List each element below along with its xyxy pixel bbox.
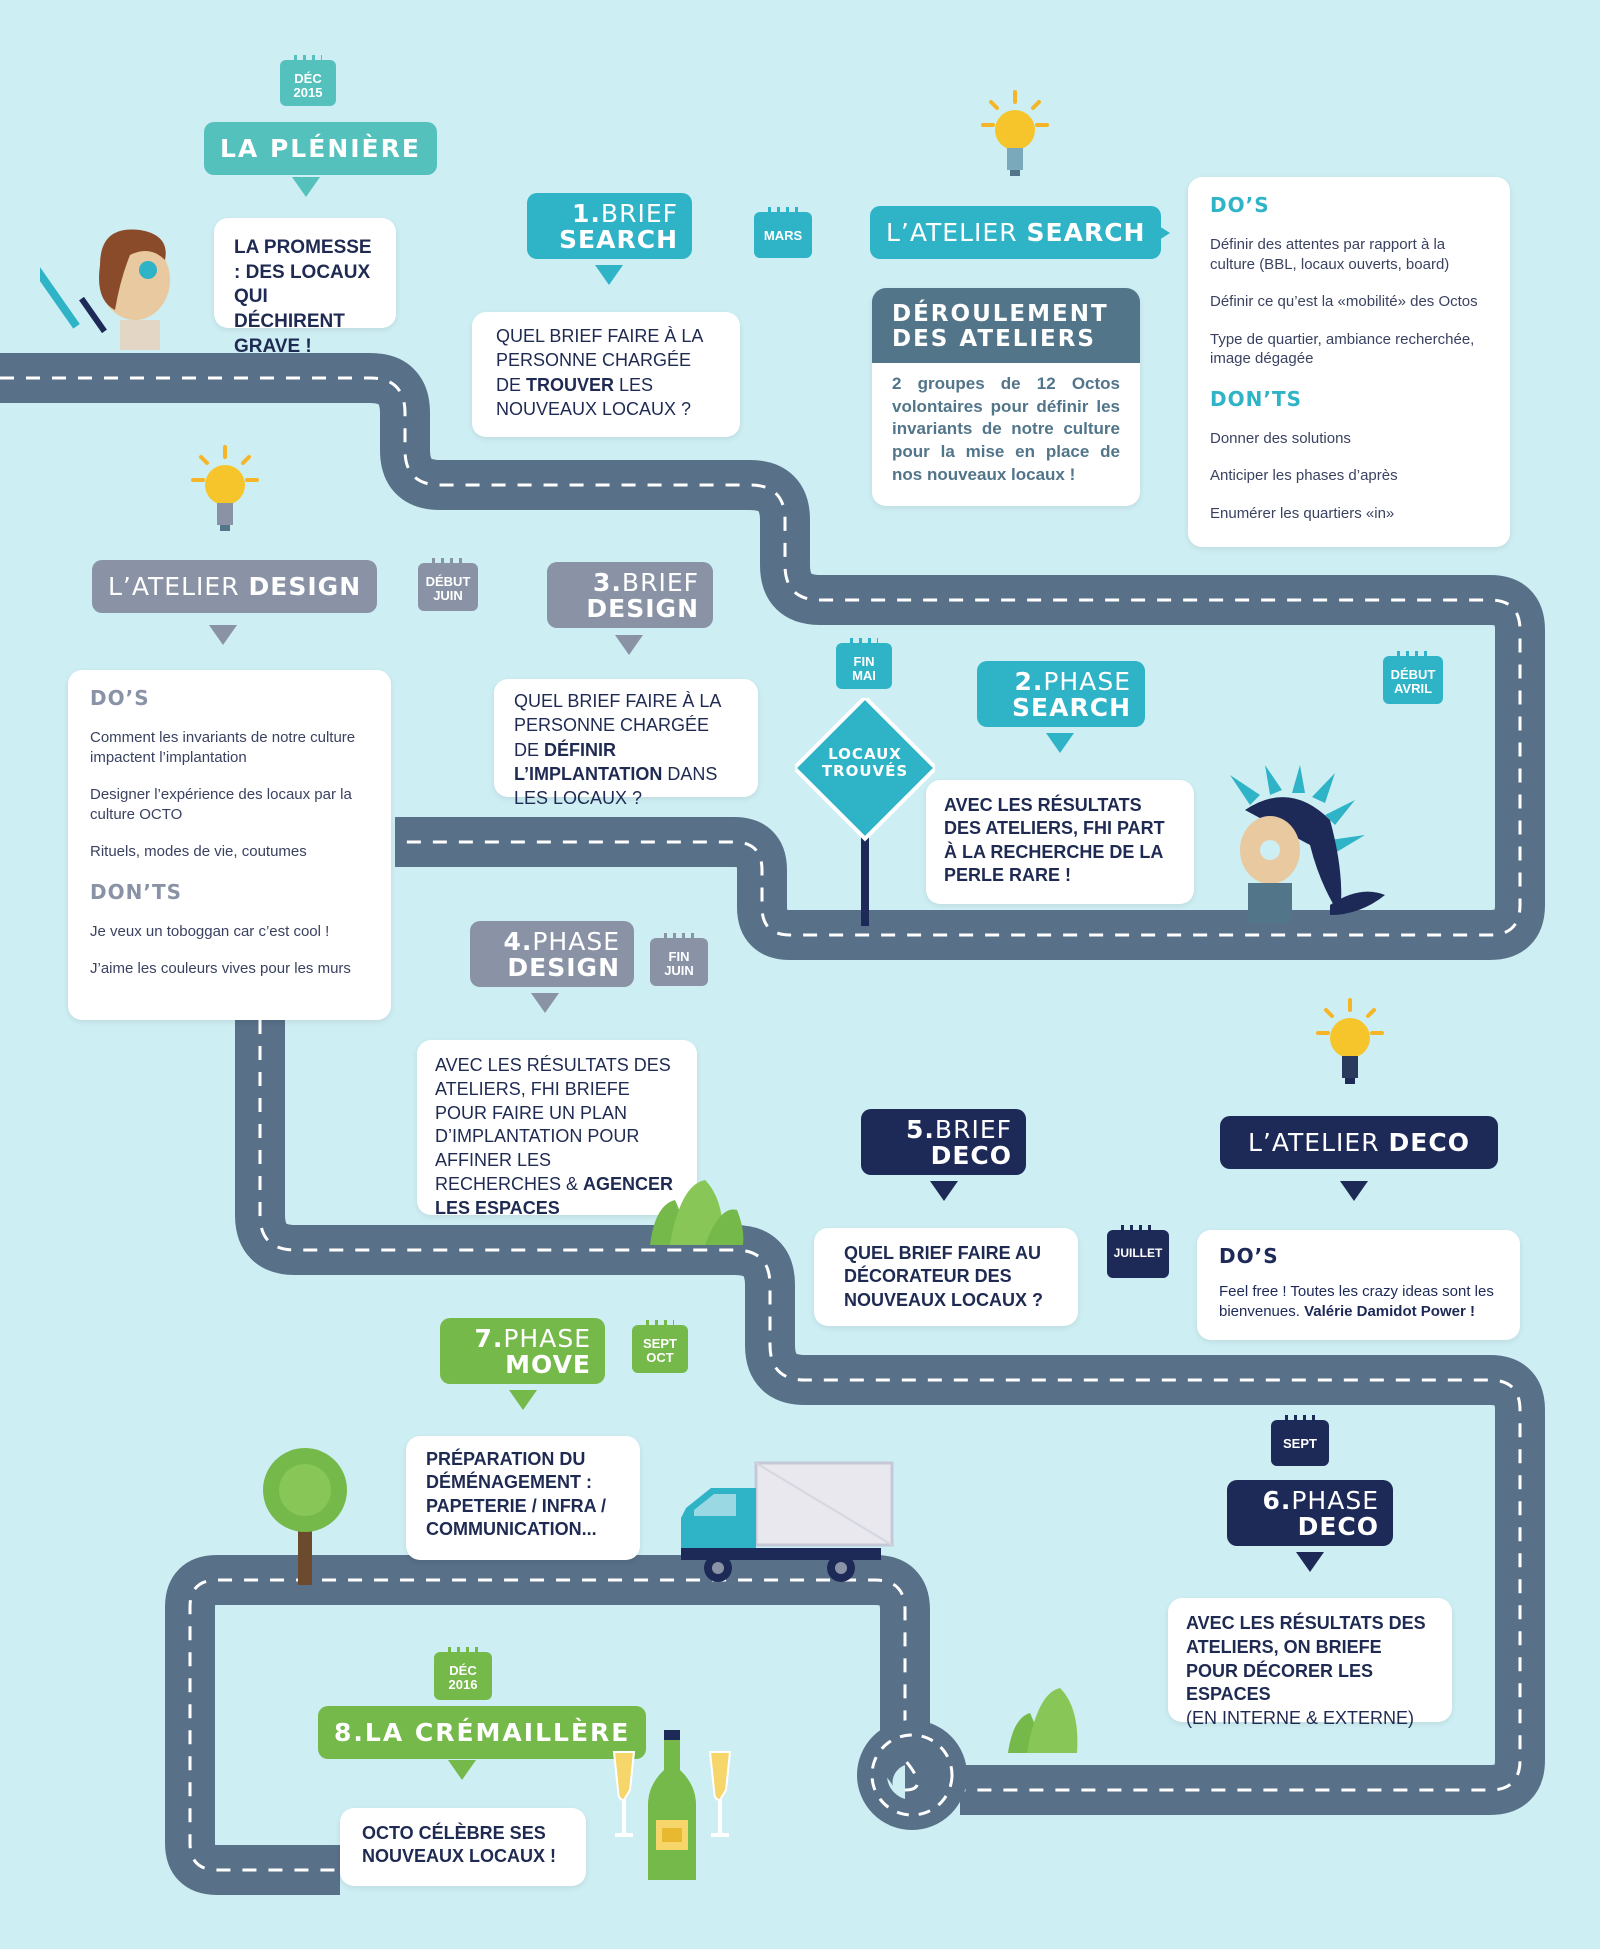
bush-icon [1008, 1688, 1078, 1753]
phase-move-arrow [509, 1390, 537, 1410]
donts-title: DON’TS [1210, 386, 1302, 411]
donts-item: Je veux un toboggan car c’est cool ! [90, 922, 330, 940]
dos-title: DO’S [90, 686, 150, 710]
atelier-search-label: L’ATELIER SEARCH [870, 206, 1162, 259]
brief-search-card: QUEL BRIEF FAIRE À LA PERSONNE CHARGÉE D… [472, 312, 740, 437]
date-sept-oct: SEPT OCT [632, 1320, 688, 1373]
donts-item: Enumérer les quartiers «in» [1210, 504, 1395, 522]
locaux-trouves-sign [795, 698, 935, 926]
atelier-design-arrow [209, 625, 237, 645]
brief-design-label: 3.BRIEF DESIGN [547, 562, 713, 628]
date-sept: SEPT [1271, 1415, 1329, 1466]
date-debut-avril: DÉBUT AVRIL [1383, 651, 1443, 704]
atelier-deco-arrow [1340, 1181, 1368, 1201]
date-dec-2016: DÉC 2016 [434, 1647, 492, 1700]
brief-design-card: QUEL BRIEF FAIRE À LA PERSONNE CHARGÉE D… [494, 679, 758, 808]
dos-title: DO’S [1210, 193, 1270, 217]
phase-design-card: AVEC LES RÉSULTATS DES ATELIERS, FHI BRI… [417, 1040, 697, 1218]
date-dec-2015: DÉC 2015 [280, 55, 336, 106]
brief-deco-label: 5.BRIEF DECO [861, 1109, 1026, 1175]
bush-icon [650, 1180, 744, 1245]
atelier-search-arrow [1148, 219, 1170, 247]
tree-icon [263, 1448, 347, 1585]
phase-search-arrow [1046, 733, 1074, 753]
lightbulb-icon [1316, 998, 1384, 1084]
cremaillere-arrow [448, 1760, 476, 1780]
atelier-deco-card: DO’S Feel free ! Toutes les crazy ideas … [1197, 1230, 1520, 1340]
phase-search-label: 2.PHASE SEARCH [977, 661, 1145, 727]
pleniere-card: LA PROMESSE : DES LOCAUX QUI DÉCHIRENT G… [214, 218, 396, 357]
date-fin-mai: FIN MAI [836, 638, 892, 689]
dos-item: Comment les invariants de notre culture … [90, 729, 356, 766]
brief-search-arrow [595, 265, 623, 285]
brief-design-arrow [615, 635, 643, 655]
phase-design-label: 4.PHASE DESIGN [470, 921, 634, 987]
donts-item: Donner des solutions [1210, 429, 1351, 447]
sign-text: LOCAUX TROUVÉS [821, 745, 909, 781]
date-debut-juin: DÉBUT JUIN [418, 558, 478, 611]
phase-deco-card: AVEC LES RÉSULTATS DES ATELIERS, ON BRIE… [1168, 1598, 1452, 1728]
dos-title: DO’S [1219, 1244, 1279, 1268]
phase-move-card: PRÉPARATION DU DÉMÉNAGEMENT : PAPETERIE … [406, 1436, 640, 1560]
dos-item: Définir ce qu’est la «mobilité» des Octo… [1210, 293, 1478, 310]
cremaillere-title: 8.LA CRÉMAILLÈRE [318, 1706, 647, 1759]
phase-deco-label: 6.PHASE DECO [1227, 1480, 1393, 1546]
brief-deco-arrow [930, 1181, 958, 1201]
brief-search-label: 1.BRIEF SEARCH [527, 193, 692, 259]
phase-design-arrow [531, 993, 559, 1013]
donts-title: DON’TS [90, 879, 182, 904]
moving-truck-icon [681, 1461, 894, 1582]
deroulement-card: DÉROULEMENT DES ATELIERS 2 groupes de 12… [872, 288, 1140, 506]
dos-item: Type de quartier, ambiance recherchée, i… [1210, 330, 1475, 368]
pleniere-title: LA PLÉNIÈRE [204, 122, 437, 175]
atelier-deco-label: L’ATELIER DECO [1220, 1116, 1498, 1169]
character-jedi-icon [40, 229, 170, 350]
deroulement-title: DÉROULEMENT DES ATELIERS [872, 288, 1140, 363]
donts-item: J’aime les couleurs vives pour les murs [90, 960, 351, 977]
cremaillere-card: OCTO CÉLÈBRE SES NOUVEAUX LOCAUX ! [340, 1808, 586, 1886]
date-juillet: JUILLET [1107, 1225, 1169, 1278]
lightbulb-icon [981, 90, 1049, 176]
phase-search-card: AVEC LES RÉSULTATS DES ATELIERS, FHI PAR… [926, 780, 1194, 904]
dos-item: Définir des attentes par rapport à la cu… [1210, 236, 1450, 273]
phase-deco-arrow [1296, 1552, 1324, 1572]
phase-move-label: 7.PHASE MOVE [440, 1318, 605, 1384]
brief-deco-card: QUEL BRIEF FAIRE AU DÉCORATEUR DES NOUVE… [814, 1228, 1078, 1326]
donts-item: Anticiper les phases d’après [1210, 467, 1398, 484]
dos-item: Rituels, modes de vie, coutumes [90, 843, 307, 860]
champagne-icon [612, 1730, 732, 1880]
lightbulb-icon [191, 445, 259, 531]
dos-item: Designer l’expérience des locaux par la … [90, 786, 352, 823]
character-headdress-icon [1230, 765, 1385, 923]
pleniere-arrow [292, 177, 320, 197]
atelier-design-label: L’ATELIER DESIGN [92, 560, 378, 613]
date-mars: MARS [754, 207, 812, 258]
deroulement-text: 2 groupes de 12 Octos volontaires pour d… [892, 373, 1120, 485]
atelier-design-card: DO’S Comment les invariants de notre cul… [68, 670, 391, 1020]
dos-text: Feel free ! Toutes les crazy ideas sont … [1219, 1283, 1494, 1320]
atelier-search-card: DO’S Définir des attentes par rapport à … [1188, 177, 1510, 547]
date-fin-juin: FIN JUIN [650, 933, 708, 986]
